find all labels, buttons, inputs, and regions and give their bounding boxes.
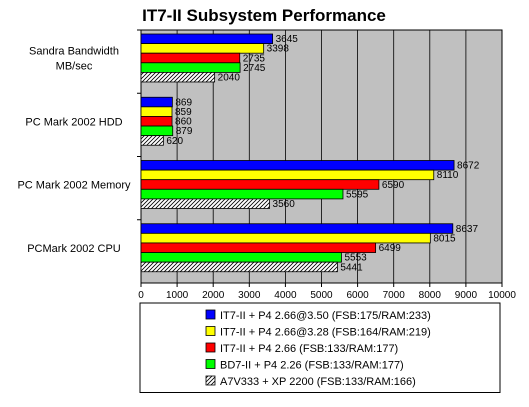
data-label: 859 (175, 107, 192, 118)
category-label: PCMark 2002 CPU (27, 243, 121, 255)
chart-title: IT7-II Subsystem Performance (142, 6, 386, 25)
x-tick-label: 2000 (202, 290, 225, 301)
bar (140, 188, 344, 200)
bar (140, 261, 338, 273)
data-label: 879 (176, 126, 193, 137)
data-label: 5553 (344, 253, 367, 264)
bar (140, 96, 173, 108)
legend-swatch (205, 326, 216, 336)
legend-entry: IT7-II + P4 2.66@3.50 (FSB:175/RAM:233) (220, 310, 431, 322)
x-tick-label: 8000 (419, 290, 442, 301)
bar (140, 52, 241, 64)
legend-swatch (205, 359, 216, 369)
data-label: 2745 (243, 63, 266, 74)
data-label: 3398 (267, 44, 290, 55)
x-tick-label: 6000 (346, 290, 369, 301)
bar (140, 135, 164, 146)
bar (140, 125, 174, 137)
bar (140, 242, 377, 253)
bar (140, 198, 270, 209)
data-label: 869 (175, 97, 192, 108)
legend-swatch (205, 342, 216, 353)
category-label: Sandra Bandwidth (29, 46, 119, 58)
bar (140, 252, 342, 263)
bar (140, 33, 273, 45)
data-label: 8015 (433, 233, 456, 244)
bar (140, 72, 216, 83)
x-tick-label: 9000 (455, 290, 478, 301)
bar (140, 179, 380, 190)
data-label: 8110 (437, 170, 459, 181)
legend (139, 302, 501, 393)
bar (140, 116, 173, 127)
x-tick-label: 10000 (488, 290, 516, 301)
bar (140, 232, 431, 244)
legend-swatch (205, 309, 216, 320)
bar (140, 169, 435, 181)
category-label: PC Mark 2002 HDD (25, 116, 122, 128)
x-tick-label: 5000 (310, 290, 333, 301)
category-label: PC Mark 2002 Memory (17, 180, 131, 192)
data-label: 6590 (382, 180, 405, 191)
x-tick-label: 4000 (274, 290, 297, 301)
data-label: 8672 (457, 161, 480, 172)
legend-entry: IT7-II + P4 2.66 (FSB:133/RAM:177) (220, 343, 398, 355)
data-label: 5441 (340, 262, 363, 273)
data-label: 620 (166, 136, 183, 147)
category-label: MB/sec (56, 61, 93, 73)
bar (140, 223, 454, 234)
legend-entry: IT7-II + P4 2.66@3.28 (FSB:164/RAM:219) (220, 327, 431, 339)
data-label: 2735 (243, 53, 266, 64)
data-label: 5595 (346, 189, 369, 200)
data-label: 8637 (456, 224, 479, 235)
data-label: 2040 (218, 73, 241, 84)
bar (140, 62, 241, 73)
x-tick-label: 1000 (166, 290, 189, 301)
legend-entry: BD7-II + P4 2.26 (FSB:133/RAM:177) (220, 360, 404, 372)
bar (140, 43, 265, 54)
x-tick-label: 3000 (238, 290, 261, 301)
legend-swatch (205, 375, 216, 386)
data-label: 6499 (379, 243, 402, 254)
legend-entry: A7V333 + XP 2200 (FSB:133/RAM:166) (220, 376, 416, 388)
data-label: 860 (175, 117, 192, 128)
bar (140, 106, 173, 117)
data-label: 3645 (276, 34, 299, 45)
bar (140, 160, 455, 171)
x-tick-label: 0 (138, 290, 144, 301)
x-tick-label: 7000 (383, 290, 406, 301)
data-label: 3560 (273, 199, 296, 210)
